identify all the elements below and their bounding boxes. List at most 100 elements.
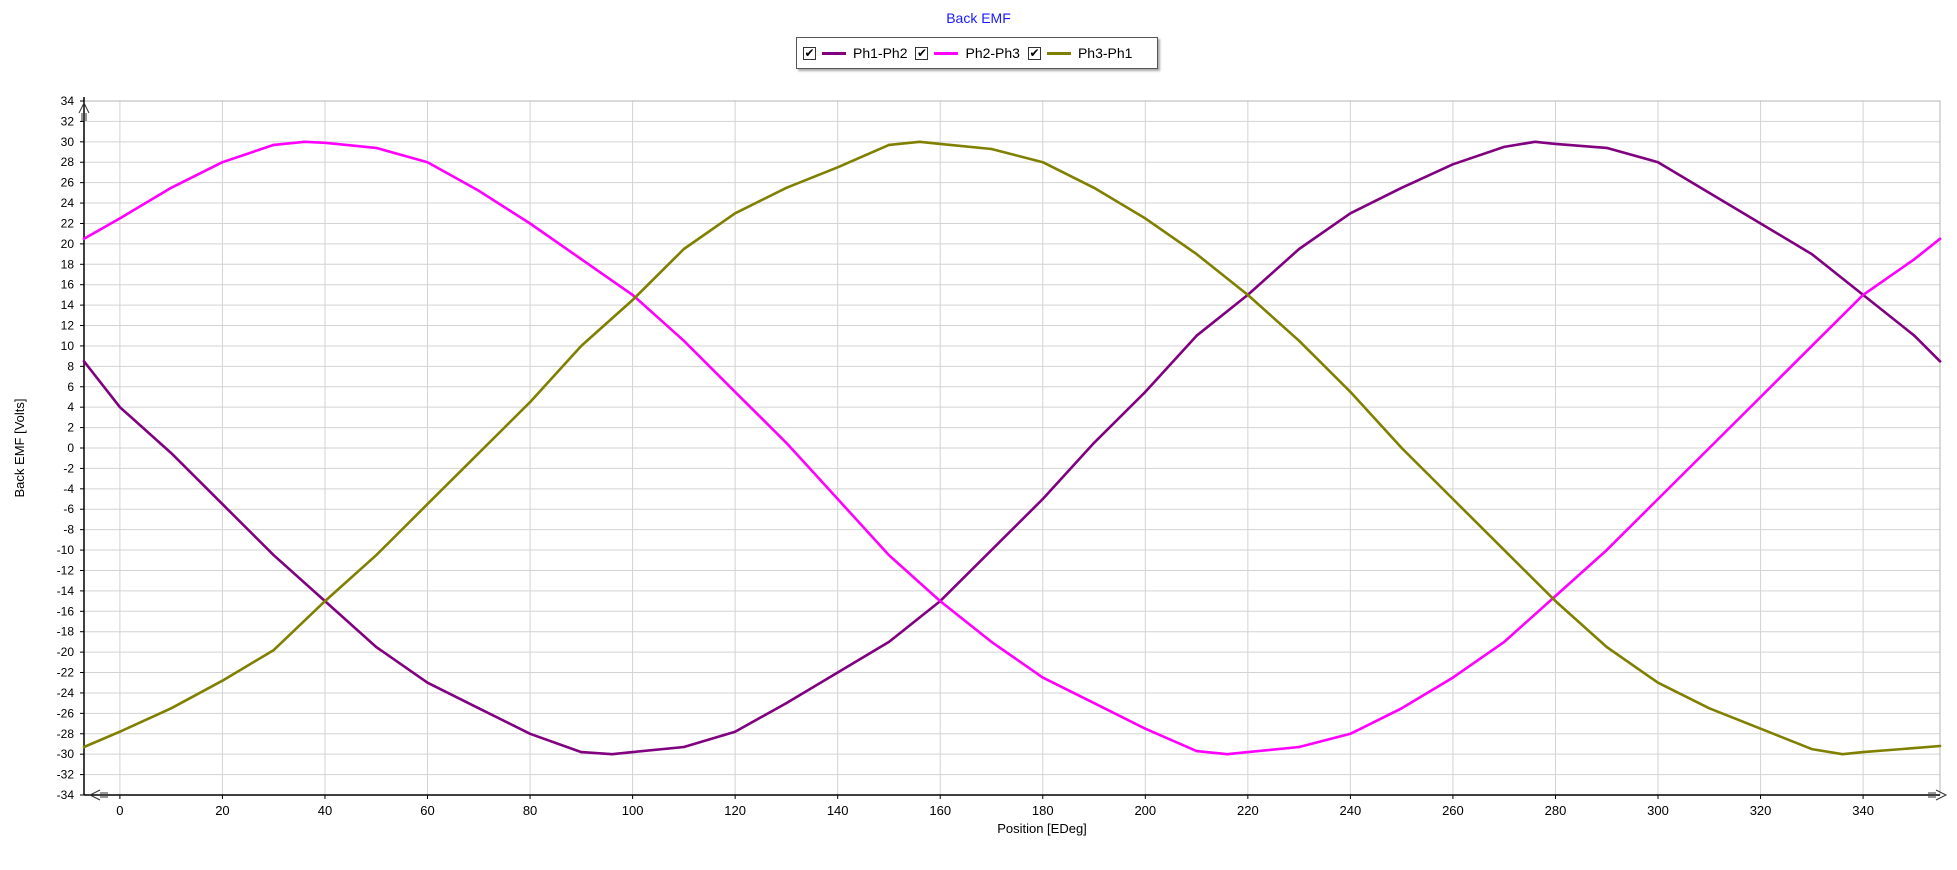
data-point-ph3-ph1 — [1246, 293, 1250, 297]
x-tick-label: 260 — [1442, 803, 1464, 818]
data-point-ph1-ph2 — [785, 701, 788, 705]
x-tick-label: 340 — [1852, 803, 1874, 818]
y-tick-label: -10 — [57, 543, 75, 557]
series-line-ph2-ph3 — [82, 140, 1942, 756]
data-point-ph3-ph1 — [631, 298, 634, 302]
x-tick-label: 40 — [318, 803, 332, 818]
data-point-ph2-ph3 — [477, 189, 480, 193]
data-point-ph1-ph2 — [528, 732, 532, 735]
x-tick-label: 120 — [724, 803, 746, 818]
data-point-ph3-ph1 — [580, 344, 583, 348]
y-tick-label: 2 — [67, 421, 74, 435]
data-point-ph2-ph3 — [939, 599, 942, 603]
data-point-ph3-ph1 — [1938, 744, 1942, 748]
legend-item-ph1-ph2[interactable]: ✔ Ph1-Ph2 — [803, 45, 907, 61]
legend-checkbox[interactable]: ✔ — [803, 46, 816, 60]
y-axis-label: Back EMF [Volts] — [12, 399, 27, 498]
legend-item-ph3-ph1[interactable]: ✔ Ph3-Ph1 — [1027, 45, 1133, 61]
y-tick-label: 16 — [61, 278, 75, 292]
data-point-ph3-ph1 — [1041, 161, 1044, 164]
data-point-ph1-ph2 — [1605, 146, 1608, 150]
data-point-ph2-ph3 — [1349, 732, 1352, 735]
x-tick-label: 60 — [420, 803, 434, 818]
data-point-ph2-ph3 — [1195, 749, 1198, 753]
y-axis-arrow-icon[interactable] — [78, 101, 90, 121]
data-point-ph3-ph1 — [1451, 497, 1455, 501]
data-point-ph3-ph1 — [221, 679, 224, 682]
data-point-ph2-ph3 — [375, 146, 378, 150]
data-point-ph1-ph2 — [375, 645, 378, 649]
legend-item-ph2-ph3[interactable]: ✔ Ph2-Ph3 — [915, 45, 1020, 61]
x-tick-label: 240 — [1340, 803, 1362, 818]
x-tick-label: 0 — [116, 803, 123, 818]
data-point-ph2-ph3 — [303, 140, 306, 144]
y-tick-label: 22 — [61, 216, 75, 230]
data-point-ph2-ph3 — [1297, 745, 1301, 749]
data-point-ph2-ph3 — [272, 143, 275, 147]
data-point-ph3-ph1 — [1759, 727, 1762, 730]
legend-label: Ph3-Ph1 — [1077, 45, 1133, 61]
data-point-ph2-ph3 — [1810, 344, 1814, 348]
y-tick-label: -34 — [57, 788, 75, 802]
data-point-ph2-ph3 — [1861, 293, 1865, 297]
y-tick-label: -14 — [57, 584, 75, 598]
data-point-ph2-ph3 — [1400, 707, 1403, 710]
data-point-ph1-ph2 — [1451, 163, 1455, 166]
data-point-ph3-ph1 — [426, 502, 429, 506]
data-point-ph3-ph1 — [1810, 747, 1814, 751]
y-tick-label: -32 — [57, 768, 75, 782]
data-point-ph2-ph3 — [221, 161, 224, 164]
y-tick-label: -6 — [63, 502, 74, 516]
y-tick-label: -12 — [57, 563, 75, 577]
y-tick-label: -2 — [63, 461, 74, 475]
legend-label: Ph1-Ph2 — [853, 45, 908, 61]
data-point-ph1-ph2 — [82, 360, 86, 363]
data-point-ph3-ph1 — [990, 147, 993, 151]
data-point-ph2-ph3 — [528, 222, 532, 225]
legend-checkbox[interactable]: ✔ — [915, 46, 929, 60]
data-point-ph3-ph1 — [939, 142, 942, 146]
data-point-ph2-ph3 — [580, 257, 583, 261]
data-point-ph2-ph3 — [1144, 727, 1147, 730]
x-tick-label: 180 — [1032, 803, 1054, 818]
data-point-ph1-ph2 — [426, 681, 429, 684]
x-tick-label: 300 — [1647, 803, 1669, 818]
data-point-ph3-ph1 — [1502, 548, 1506, 552]
x-axis-label: Position [EDeg] — [997, 821, 1087, 836]
data-point-ph2-ph3 — [733, 390, 737, 394]
legend-checkbox[interactable]: ✔ — [1027, 46, 1041, 60]
data-point-ph2-ph3 — [836, 497, 839, 501]
legend: ✔ Ph1-Ph2 ✔ Ph2-Ph3 ✔ Ph3-Ph1 — [796, 37, 1158, 69]
y-tick-label: 32 — [61, 114, 75, 128]
y-tick-label: 28 — [61, 155, 75, 169]
x-axis-left-arrow-icon[interactable] — [88, 789, 108, 801]
data-point-ph1-ph2 — [1810, 252, 1814, 256]
y-tick-label: 4 — [67, 400, 74, 414]
y-tick-label: -8 — [63, 523, 74, 537]
data-point-ph1-ph2 — [610, 752, 614, 756]
data-point-ph1-ph2 — [1913, 334, 1916, 337]
data-point-ph3-ph1 — [1841, 752, 1844, 756]
data-point-ph1-ph2 — [1533, 140, 1537, 144]
x-tick-label: 80 — [523, 803, 537, 818]
data-point-ph2-ph3 — [1605, 548, 1608, 552]
data-point-ph3-ph1 — [1297, 339, 1301, 343]
x-axis-right-arrow-icon[interactable] — [1928, 789, 1948, 801]
data-point-ph3-ph1 — [918, 140, 921, 144]
data-point-ph1-ph2 — [1938, 360, 1942, 363]
data-point-ph2-ph3 — [1554, 594, 1557, 598]
data-point-ph3-ph1 — [323, 599, 327, 603]
x-tick-label: 200 — [1134, 803, 1156, 818]
data-point-ph3-ph1 — [1144, 217, 1147, 220]
x-tick-label: 100 — [622, 803, 644, 818]
data-point-ph3-ph1 — [82, 745, 86, 749]
data-point-ph2-ph3 — [1041, 676, 1044, 679]
data-point-ph2-ph3 — [426, 161, 429, 164]
data-point-ph2-ph3 — [887, 553, 891, 557]
y-tick-label: -28 — [57, 727, 75, 741]
y-tick-label: -18 — [57, 625, 75, 639]
data-point-ph2-ph3 — [1759, 395, 1762, 399]
y-tick-label: 8 — [67, 359, 74, 373]
data-point-ph3-ph1 — [1554, 599, 1557, 603]
y-tick-label: 6 — [67, 380, 74, 394]
